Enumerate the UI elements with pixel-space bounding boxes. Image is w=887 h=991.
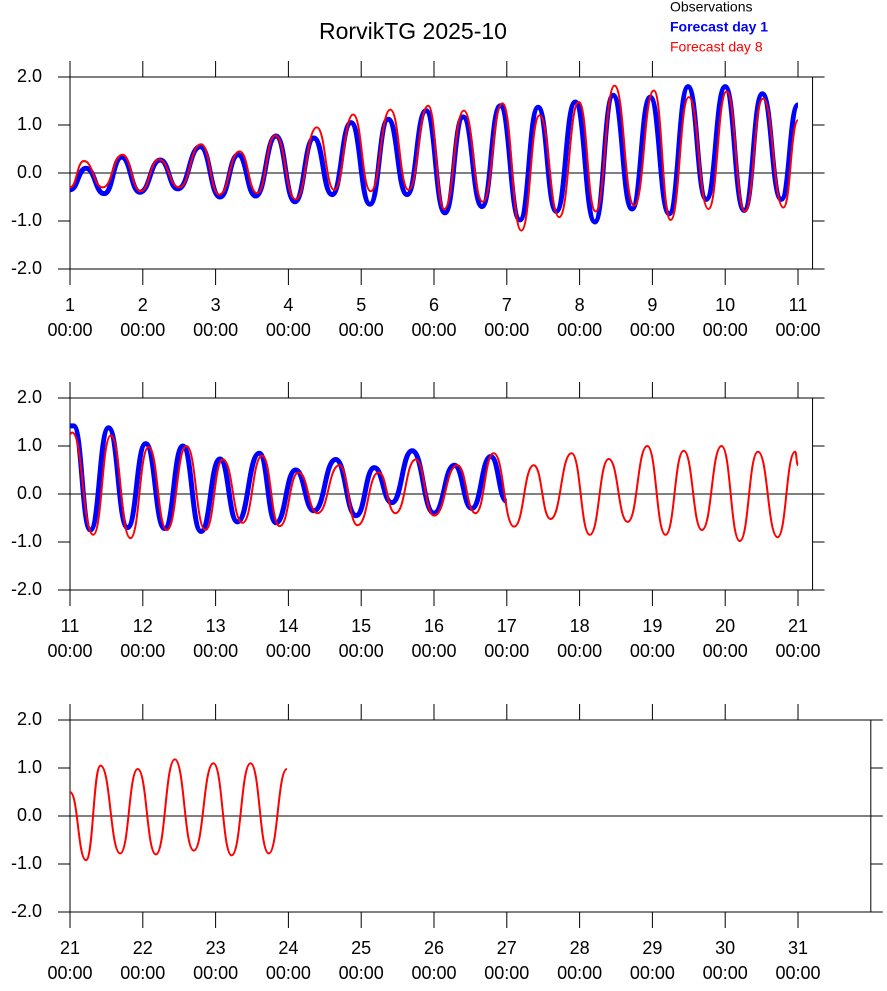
x-tick-label: 8 00:00 (557, 295, 602, 340)
x-tick-label: 27 00:00 (484, 938, 529, 983)
y-tick-label: -2.0 (11, 258, 42, 278)
y-tick-label: 1.0 (17, 757, 42, 777)
x-tick-label: 10 00:00 (703, 295, 748, 340)
x-tick-label: 7 00:00 (484, 295, 529, 340)
chart-title: RorvikTG 2025-10 (319, 18, 507, 44)
x-tick-label: 9 00:00 (630, 295, 675, 340)
x-tick-label: 14 00:00 (266, 616, 311, 661)
x-tick-label: 4 00:00 (266, 295, 311, 340)
series-line (69, 84, 801, 225)
y-tick-label: 2.0 (17, 709, 42, 729)
y-tick-label: -1.0 (11, 853, 42, 873)
y-tick-label: 1.0 (17, 114, 42, 134)
x-tick-label: 15 00:00 (339, 616, 384, 661)
x-tick-label: 23 00:00 (193, 938, 238, 983)
series-line (69, 431, 799, 543)
x-tick-label: 18 00:00 (557, 616, 602, 661)
x-tick-label: 21 00:00 (775, 616, 820, 661)
x-tick-label: 2 00:00 (120, 295, 165, 340)
x-tick-label: 21 00:00 (47, 938, 92, 983)
x-tick-label: 17 00:00 (484, 616, 529, 661)
x-tick-label: 1 00:00 (47, 295, 92, 340)
y-tick-label: 0.0 (17, 162, 42, 182)
y-tick-label: -2.0 (11, 901, 42, 921)
x-tick-label: 13 00:00 (193, 616, 238, 661)
y-tick-label: -1.0 (11, 531, 42, 551)
legend-label: Observations (670, 0, 752, 15)
y-tick-label: 2.0 (17, 66, 42, 86)
x-tick-label: 5 00:00 (339, 295, 384, 340)
series-line (69, 758, 288, 862)
x-tick-label: 24 00:00 (266, 938, 311, 983)
x-tick-label: 11 00:00 (47, 616, 92, 661)
x-tick-label: 26 00:00 (411, 938, 456, 983)
series-line (69, 84, 799, 232)
x-tick-label: 28 00:00 (557, 938, 602, 983)
series-line (69, 423, 509, 534)
x-tick-label: 29 00:00 (630, 938, 675, 983)
x-tick-label: 6 00:00 (411, 295, 456, 340)
legend-label: Forecast day 8 (670, 39, 763, 55)
x-tick-label: 16 00:00 (411, 616, 456, 661)
y-tick-label: 0.0 (17, 805, 42, 825)
y-tick-label: -2.0 (11, 579, 42, 599)
x-tick-label: 3 00:00 (193, 295, 238, 340)
x-tick-label: 22 00:00 (120, 938, 165, 983)
x-tick-label: 19 00:00 (630, 616, 675, 661)
y-tick-label: 2.0 (17, 387, 42, 407)
y-tick-label: 0.0 (17, 483, 42, 503)
y-tick-label: -1.0 (11, 210, 42, 230)
x-tick-label: 20 00:00 (703, 616, 748, 661)
x-tick-label: 11 00:00 (775, 295, 820, 340)
y-tick-label: 1.0 (17, 435, 42, 455)
x-tick-label: 30 00:00 (703, 938, 748, 983)
x-tick-label: 25 00:00 (339, 938, 384, 983)
legend-label: Forecast day 1 (670, 19, 768, 35)
x-tick-label: 31 00:00 (775, 938, 820, 983)
x-tick-label: 12 00:00 (120, 616, 165, 661)
